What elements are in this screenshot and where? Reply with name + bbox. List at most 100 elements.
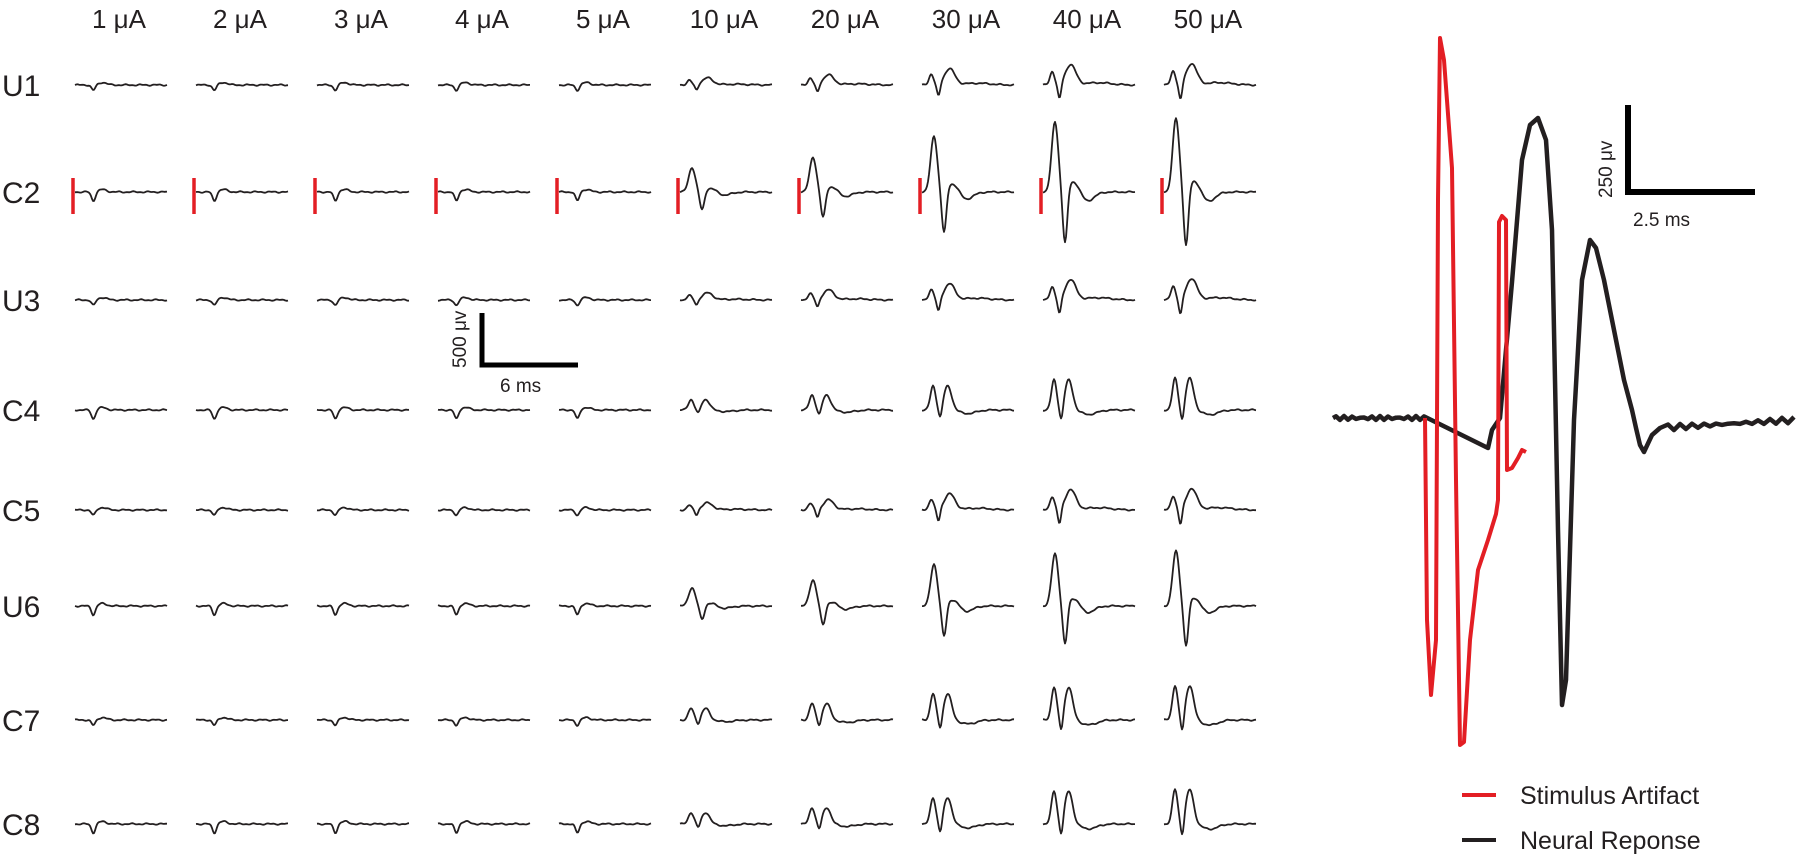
grid-scale-bar-time-label: 6 ms [500, 376, 541, 397]
enlarged-scale-bar: 250 μv 2.5 ms [1596, 105, 1755, 231]
trace-c7-col-5 [558, 716, 652, 727]
trace-u1-col-9 [1042, 63, 1136, 99]
trace-c2-col-6 [679, 167, 773, 211]
row-label-c4: C4 [2, 395, 40, 428]
trace-c2-col-7 [800, 156, 894, 218]
trace-c4-col-2 [195, 406, 289, 420]
trace-c8-col-4 [437, 820, 531, 834]
trace-c4-col-8 [922, 384, 1015, 418]
trace-c7-col-6 [679, 707, 773, 725]
neural-response-series [1331, 115, 1796, 708]
trace-u6-col-5 [558, 602, 652, 616]
enlarged-scale-bar-voltage-label: 250 μv [1596, 140, 1617, 198]
enlarged-trace-panel [1331, 36, 1796, 747]
trace-c5-col-5 [558, 506, 652, 517]
trace-c4-col-4 [437, 406, 531, 419]
trace-u1-col-5 [558, 81, 651, 92]
trace-u6-col-6 [680, 587, 773, 620]
legend-label-stimulus-artifact: Stimulus Artifact [1520, 782, 1699, 810]
trace-u6-col-4 [437, 602, 531, 616]
row-label-u1: U1 [2, 70, 40, 103]
enlarged-scale-bar-lines [1625, 105, 1755, 195]
row-label-u3: U3 [2, 285, 40, 318]
trace-c5-col-4 [437, 506, 531, 517]
row-label-c7: C7 [2, 705, 40, 738]
trace-c2-col-10 [1163, 117, 1257, 246]
trace-c5-col-2 [195, 506, 289, 516]
trace-c8-col-8 [921, 797, 1014, 833]
enlarged-scale-bar-time-label: 2.5 ms [1633, 210, 1690, 231]
trace-c7-col-4 [437, 716, 531, 727]
trace-c5-col-8 [921, 492, 1015, 522]
trace-c8-col-3 [316, 820, 410, 834]
amplitude-column-headers: 1 μA 2 μA 3 μA 4 μA 5 μA 10 μA 20 μA 30 μA 40 μA… [92, 4, 1243, 34]
trace-u3-col-4 [437, 296, 530, 307]
trace-u6-col-9 [1042, 552, 1136, 645]
grid-scale-bar-lines [479, 313, 578, 368]
trace-u3-col-5 [559, 296, 651, 307]
legend-label-neural-response: Neural Reponse [1520, 827, 1701, 855]
grid-scale-bar: 500 μv 6 ms [450, 310, 578, 397]
trace-c8-col-5 [558, 820, 652, 834]
trace-c7-col-3 [316, 716, 410, 727]
stimulus-artifact-marks [71, 178, 1164, 214]
trace-c8-col-7 [800, 807, 894, 830]
legend: Stimulus Artifact Neural Reponse [1462, 782, 1701, 855]
row-label-u6: U6 [2, 591, 40, 624]
trace-c4-col-10 [1163, 376, 1257, 420]
trace-u3-col-8 [921, 282, 1015, 311]
trace-u3-col-7 [800, 288, 894, 308]
trace-c4-col-3 [316, 406, 410, 420]
trace-c4-col-7 [801, 394, 894, 415]
trace-c8-col-9 [1042, 790, 1135, 835]
trace-c5-col-3 [316, 506, 410, 516]
trace-c2-col-2 [195, 188, 289, 202]
trace-u1-col-10 [1163, 63, 1257, 99]
trace-c2-col-8 [921, 135, 1015, 233]
trace-c4-col-6 [680, 398, 773, 414]
trace-u3-col-3 [316, 296, 410, 306]
column-header-5: 5 μA [576, 4, 631, 34]
trace-c4-col-5 [558, 407, 652, 419]
row-label-c5: C5 [2, 495, 40, 528]
column-header-10: 50 μA [1174, 4, 1243, 34]
trace-c8-col-6 [679, 812, 773, 828]
trace-u6-col-7 [801, 579, 894, 626]
trace-u6-col-1 [74, 601, 168, 617]
trace-u3-col-6 [679, 291, 773, 306]
channel-row-labels: U1 C2 U3 C4 C5 U6 C7 C8 [2, 70, 40, 842]
trace-c2-col-9 [1042, 121, 1136, 244]
trace-u1-col-1 [74, 81, 168, 91]
trace-c7-col-7 [800, 702, 894, 727]
trace-c7-col-8 [921, 692, 1015, 729]
trace-c8-col-2 [195, 820, 288, 835]
trace-c2-col-5 [558, 188, 652, 201]
response-trace-grid [74, 63, 1257, 836]
column-header-4: 4 μA [455, 4, 510, 34]
column-header-1: 1 μA [92, 4, 147, 34]
row-label-c2: C2 [2, 177, 40, 210]
trace-c5-col-9 [1042, 488, 1135, 524]
trace-u6-col-3 [316, 601, 410, 616]
trace-c7-col-2 [195, 716, 288, 726]
trace-c2-col-4 [437, 188, 531, 202]
column-header-8: 30 μA [932, 4, 1001, 34]
trace-c8-col-1 [74, 820, 167, 835]
trace-u3-col-2 [195, 296, 289, 306]
grid-scale-bar-voltage-label: 500 μv [450, 310, 471, 368]
stimulus-artifact-series [1423, 36, 1527, 747]
trace-c5-col-7 [800, 498, 894, 518]
trace-c7-col-1 [74, 716, 168, 726]
trace-u1-col-6 [679, 76, 773, 91]
trace-c5-col-1 [74, 506, 168, 516]
column-header-9: 40 μA [1053, 4, 1122, 34]
trace-c8-col-10 [1163, 788, 1257, 836]
trace-u6-col-2 [195, 601, 289, 617]
trace-u1-col-7 [800, 73, 894, 92]
column-header-7: 20 μA [811, 4, 880, 34]
trace-u6-col-10 [1163, 549, 1257, 647]
trace-u3-col-1 [74, 297, 168, 306]
column-header-2: 2 μA [213, 4, 268, 34]
trace-c7-col-10 [1163, 685, 1257, 731]
